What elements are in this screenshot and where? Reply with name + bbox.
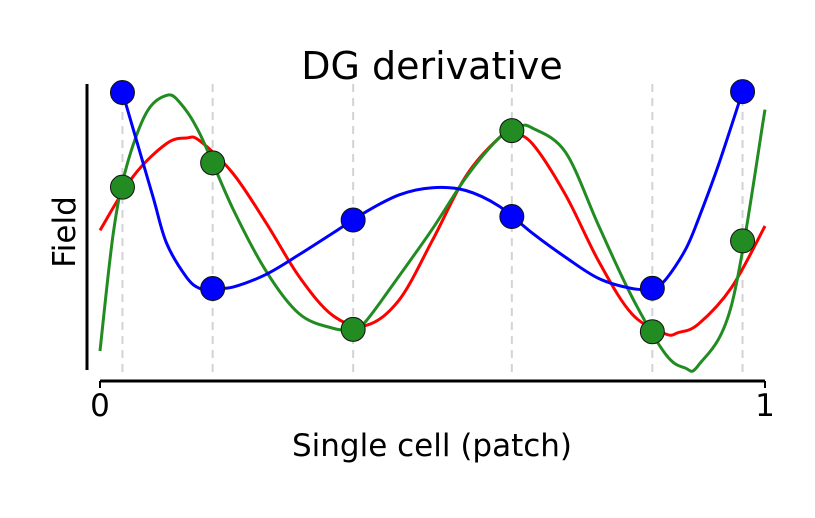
series-1-point-1 (200, 150, 226, 176)
series-1-point-0 (109, 174, 135, 200)
series-1-point-4 (639, 319, 665, 345)
series-line-1 (98, 93, 767, 373)
series-line-2 (118, 83, 747, 292)
y-axis-label: Field (47, 196, 83, 268)
x-tick-label-0: 0 (90, 388, 110, 424)
series-1-point-5 (730, 228, 756, 254)
series-2-point-0 (109, 80, 135, 106)
series-2-point-4 (639, 275, 665, 301)
chart-title: DG derivative (301, 44, 563, 88)
series-line-0 (98, 131, 767, 337)
x-tick-label-1: 1 (755, 388, 775, 424)
series-2-point-1 (200, 275, 226, 301)
x-axis-label: Single cell (patch) (292, 428, 572, 464)
series-1-point-3 (499, 118, 525, 144)
series-lines (98, 83, 767, 373)
series-1-point-2 (340, 316, 366, 342)
series-2-point-3 (499, 204, 525, 230)
series-2-point-5 (730, 79, 756, 105)
series-markers (109, 79, 756, 345)
series-2-point-2 (340, 207, 366, 233)
